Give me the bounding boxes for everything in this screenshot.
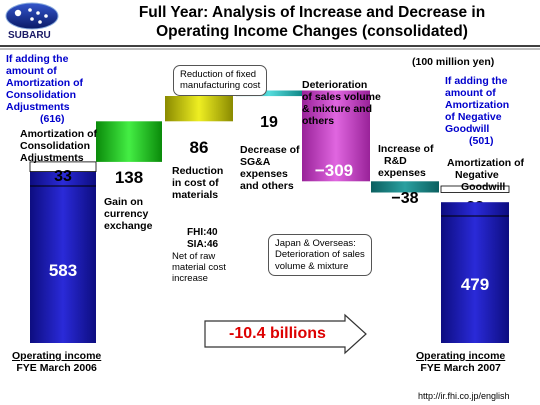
- label-amort-negative-line3: Goodwill: [461, 181, 506, 194]
- bar-value-label-8: 479: [461, 275, 489, 294]
- label-sales-volume-line3: & mixture and: [302, 103, 373, 116]
- right-note-line5: Goodwill: [445, 123, 490, 136]
- callout-japan-overseas-line2: Deterioration of sales: [275, 249, 365, 261]
- label-amort-consolidation-line2: Consolidation: [20, 140, 90, 153]
- materials-detail-note: Net of raw material cost increase: [172, 251, 226, 285]
- materials-detail-note-line1: Net of raw: [172, 251, 216, 262]
- label-currency-line3: exchange: [104, 220, 153, 233]
- left-note-value: (616): [40, 113, 65, 126]
- bar-step-0: [30, 171, 96, 343]
- bar-step-8: [441, 202, 509, 343]
- footer-url: http://ir.fhi.co.jp/english: [418, 391, 510, 401]
- decrease-arrow-label: -10.4 billions: [229, 325, 326, 342]
- bar-step-2: [96, 121, 162, 162]
- label-oi-end: Operating income FYE March 2007: [416, 350, 505, 374]
- materials-detail-sia: SIA:46: [187, 239, 219, 250]
- bar-step-1: [29, 161, 97, 172]
- label-sales-volume: Deterioration of sales volume & mixture …: [302, 79, 381, 127]
- label-currency-line2: currency: [104, 208, 149, 221]
- label-oi-start-line2: FYE March 2006: [16, 362, 97, 375]
- label-currency-line1: Gain on: [104, 196, 144, 208]
- callout-fixed-cost-line2: manufacturing cost: [180, 80, 261, 92]
- materials-detail-fhi: FHI:40: [187, 227, 218, 238]
- left-note-line5: Adjustments: [6, 101, 70, 114]
- callout-japan-overseas-line1: Japan & Overseas:: [275, 238, 356, 249]
- bar-value-label-4: 19: [260, 114, 278, 131]
- label-amort-consolidation: Amortization of Consolidation Adjustment…: [20, 128, 97, 164]
- label-sga-line2: SG&A: [240, 156, 271, 169]
- label-materials: Reduction in cost of materials: [172, 165, 223, 201]
- label-sales-volume-line2: of sales volume: [302, 91, 381, 104]
- left-note: If adding the amount of Amortization of …: [6, 53, 83, 125]
- bar-step-5: [302, 90, 370, 182]
- label-amort-negative: Amortization of Negative Goodwill: [447, 157, 524, 193]
- label-sga: Decrease of SG&A expenses and others: [240, 144, 300, 192]
- page-title-line2: Operating Income Changes (consolidated): [156, 23, 468, 40]
- materials-detail-note-line3: increase: [172, 272, 208, 284]
- label-currency: Gain on currency exchange: [104, 196, 152, 232]
- bar-value-label-6: −38: [391, 190, 418, 207]
- bar-step-4: [236, 90, 302, 97]
- left-note-line4: Consolidation: [6, 89, 76, 102]
- left-note-line2: amount of: [6, 65, 57, 78]
- label-amort-negative-line1: Amortization of: [447, 157, 524, 169]
- right-note-line3: Amortization: [445, 99, 510, 112]
- left-note-line1: If adding the: [6, 53, 69, 65]
- materials-detail-note-line2: material cost: [172, 261, 226, 273]
- callout-fixed-cost-line1: Reduction of fixed: [180, 69, 257, 80]
- bar-step-3: [165, 96, 233, 122]
- label-sales-volume-line4: others: [302, 115, 335, 128]
- right-note: If adding the amount of Amortization of …: [445, 75, 509, 147]
- bar-value-label-5: −309: [315, 161, 353, 180]
- bar-value-label-2: 138: [115, 168, 143, 187]
- label-rd-line3: expenses: [378, 167, 426, 180]
- label-rd-line1: Increase of: [378, 143, 434, 155]
- bar-value-label-1: 33: [54, 168, 72, 185]
- label-rd: Increase of R&D expenses: [378, 143, 433, 179]
- callout-japan-overseas-line3: volume & mixture: [275, 260, 349, 272]
- bar-value-label-3: 86: [190, 138, 209, 157]
- label-amort-consolidation-line3: Adjustments: [20, 152, 84, 165]
- right-note-line2: amount of: [445, 87, 496, 100]
- bar-value-label-0: 583: [49, 261, 77, 280]
- left-note-line3: Amortization of: [6, 77, 83, 90]
- unit-note: (100 million yen): [412, 56, 495, 68]
- subaru-logo-icon: [5, 2, 59, 30]
- label-amort-negative-line2: Negative: [455, 169, 499, 182]
- bar-step-7: [440, 185, 510, 193]
- page-title-line1: Full Year: Analysis of Increase and Decr…: [138, 4, 486, 21]
- label-sga-line3: expenses: [240, 168, 288, 181]
- label-oi-start-line1: Operating income: [12, 350, 102, 362]
- callout-japan-overseas: Japan & Overseas: Deterioration of sales…: [268, 234, 372, 277]
- right-note-value: (501): [469, 135, 494, 148]
- label-sales-volume-line1: Deterioration: [302, 79, 368, 91]
- right-note-line4: of Negative: [445, 111, 502, 124]
- label-rd-line2: R&D: [384, 155, 407, 168]
- label-amort-consolidation-line1: Amortization of: [20, 128, 97, 140]
- label-oi-start: Operating income FYE March 2006: [12, 350, 101, 374]
- label-oi-end-line2: FYE March 2007: [420, 362, 501, 375]
- label-materials-line1: Reduction: [172, 165, 224, 177]
- callout-fixed-cost: Reduction of fixed manufacturing cost: [173, 65, 268, 96]
- bar-step-6: [371, 181, 439, 193]
- label-materials-line3: materials: [172, 189, 219, 202]
- logo-wordmark: SUBARU: [8, 30, 51, 41]
- label-sga-line1: Decrease of: [240, 144, 300, 156]
- right-note-line1: If adding the: [445, 75, 508, 87]
- label-oi-end-line1: Operating income: [416, 350, 506, 362]
- label-sga-line4: and others: [240, 180, 294, 193]
- label-materials-line2: in cost of: [172, 177, 219, 190]
- decrease-arrow-shape: [204, 313, 367, 355]
